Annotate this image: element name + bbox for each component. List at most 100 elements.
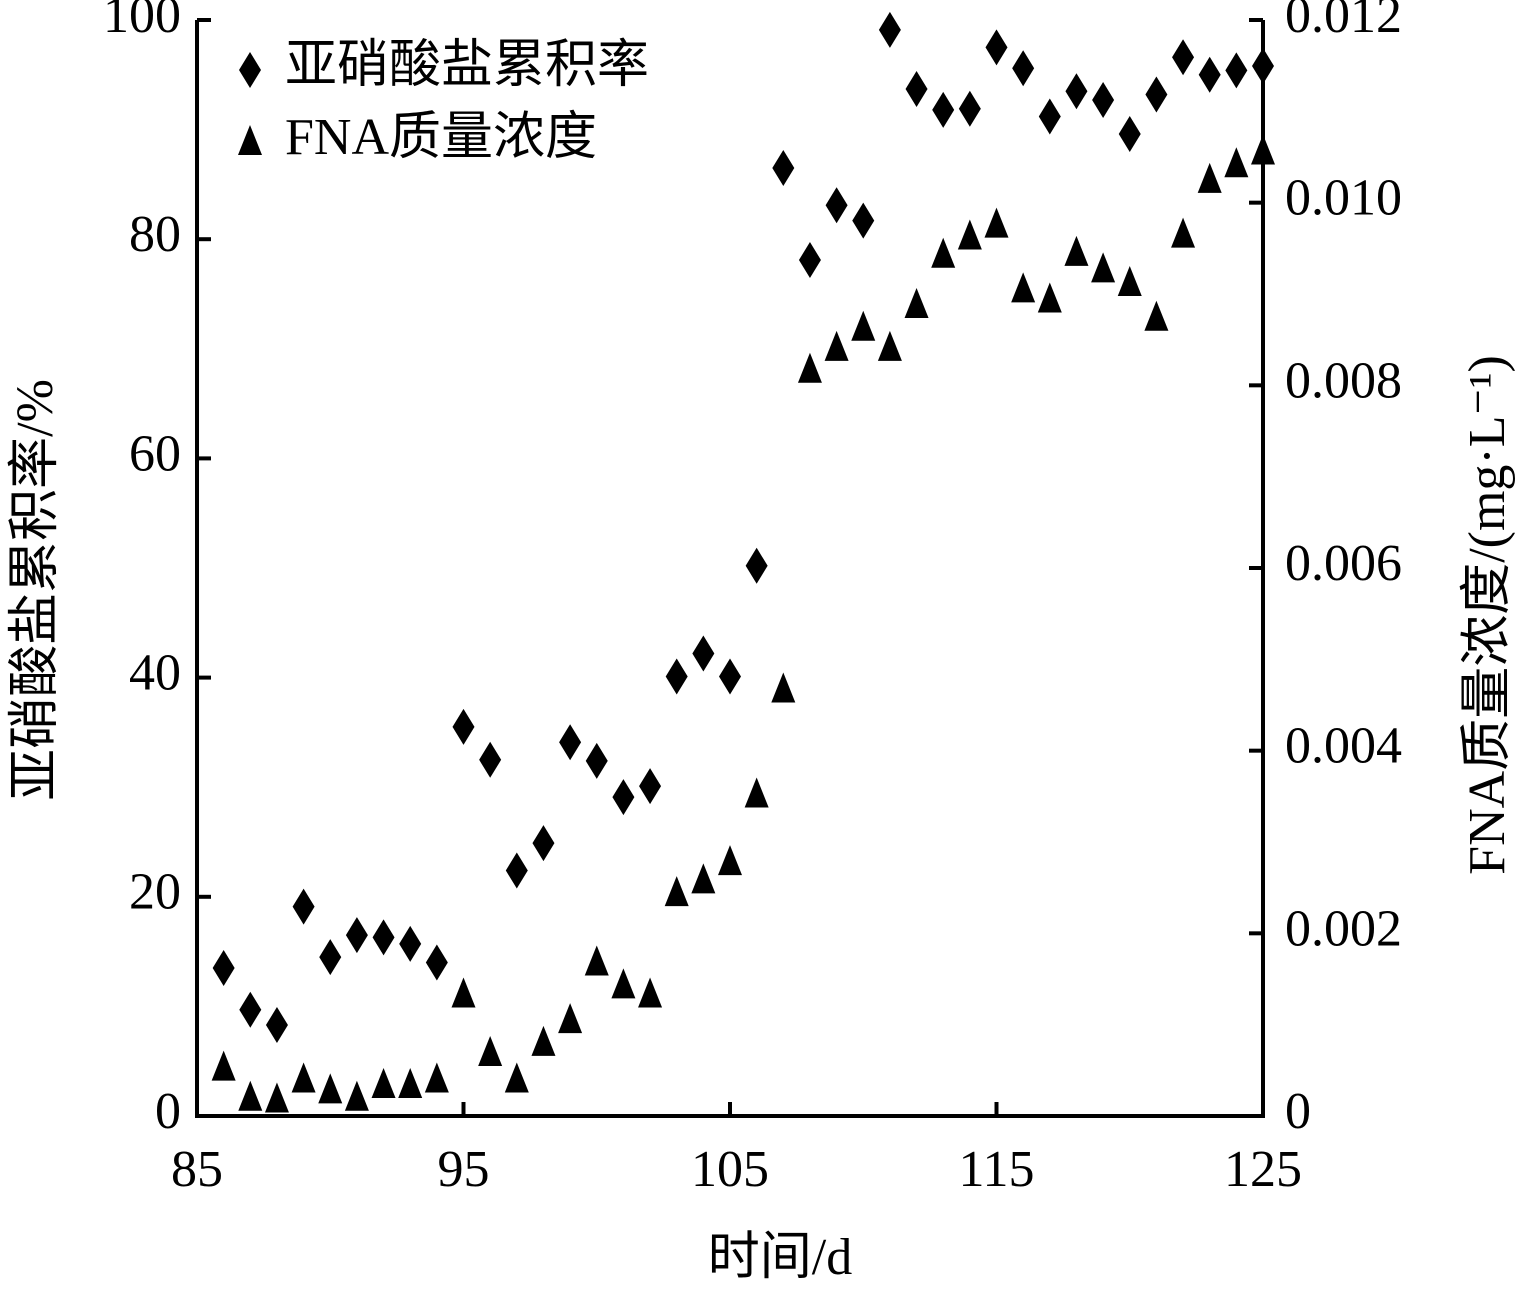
- y-tick-label: 100: [103, 0, 181, 44]
- marker: [239, 991, 262, 1028]
- marker: [505, 852, 528, 889]
- x-tick-label: 125: [1224, 1141, 1302, 1198]
- marker: [1145, 76, 1168, 113]
- marker: [425, 944, 448, 981]
- marker: [1225, 52, 1248, 89]
- y2-tick-label: 0.012: [1285, 0, 1402, 44]
- marker: [824, 330, 849, 361]
- marker: [718, 845, 742, 876]
- marker: [1198, 56, 1221, 93]
- legend-label: 亚硝酸盐累积率: [285, 37, 649, 94]
- marker: [638, 977, 663, 1008]
- marker: [504, 1062, 529, 1093]
- marker: [264, 1082, 289, 1113]
- y2-tick-label: 0.006: [1285, 535, 1402, 592]
- marker: [238, 1080, 263, 1111]
- legend-marker: [238, 125, 262, 155]
- y2-tick-label: 0: [1285, 1083, 1311, 1140]
- marker: [585, 742, 608, 779]
- marker: [719, 658, 741, 695]
- marker: [1197, 162, 1222, 193]
- marker: [745, 547, 768, 584]
- y-tick-label: 60: [129, 425, 181, 482]
- marker: [211, 1050, 236, 1081]
- marker: [344, 1080, 369, 1111]
- marker: [479, 741, 502, 778]
- marker: [798, 242, 821, 279]
- marker: [212, 950, 235, 987]
- y2-tick-label: 0.008: [1285, 352, 1402, 409]
- marker: [399, 925, 422, 962]
- marker: [1012, 50, 1035, 87]
- marker: [665, 658, 688, 695]
- marker: [318, 1073, 343, 1104]
- marker: [1224, 147, 1249, 178]
- marker: [1011, 272, 1036, 303]
- y-axis-label: 亚硝酸盐累积率/%: [7, 379, 64, 801]
- marker: [452, 708, 475, 745]
- marker: [424, 1062, 449, 1093]
- marker: [559, 724, 582, 761]
- x-tick-label: 95: [438, 1141, 490, 1198]
- x-tick-label: 115: [958, 1141, 1034, 1198]
- y2-tick-label: 0.002: [1285, 900, 1402, 957]
- y2-axis-label: FNA质量浓度/(mg·L⁻¹): [1459, 355, 1516, 875]
- marker: [612, 779, 635, 816]
- y-tick-label: 20: [129, 864, 181, 921]
- marker: [1172, 39, 1195, 76]
- marker: [451, 977, 476, 1008]
- marker: [797, 352, 822, 383]
- marker: [1091, 252, 1116, 283]
- marker: [265, 1007, 288, 1044]
- y2-tick-label: 0.010: [1285, 170, 1402, 227]
- marker: [692, 635, 715, 672]
- marker: [345, 917, 368, 954]
- marker: [1117, 266, 1142, 297]
- legend-label: FNA质量浓度: [285, 109, 597, 166]
- marker: [1118, 115, 1141, 152]
- marker: [904, 287, 929, 318]
- x-tick-label: 85: [171, 1141, 223, 1198]
- marker: [319, 939, 342, 976]
- marker: [398, 1067, 423, 1098]
- marker: [772, 149, 795, 186]
- marker: [1092, 82, 1115, 119]
- marker: [878, 11, 901, 48]
- marker: [771, 672, 796, 703]
- marker: [1038, 98, 1061, 135]
- marker: [957, 219, 982, 250]
- marker: [291, 1062, 316, 1093]
- marker: [984, 207, 1009, 238]
- marker: [932, 91, 955, 128]
- marker: [1251, 134, 1275, 165]
- marker: [1037, 282, 1062, 313]
- marker: [371, 1067, 396, 1098]
- marker: [292, 888, 315, 925]
- marker: [1065, 73, 1088, 110]
- marker: [1064, 235, 1089, 266]
- marker: [985, 29, 1008, 66]
- marker: [958, 90, 981, 127]
- marker: [1144, 300, 1169, 331]
- marker: [478, 1035, 503, 1066]
- marker: [825, 187, 848, 224]
- marker: [531, 1025, 556, 1056]
- marker: [372, 919, 395, 956]
- marker: [852, 202, 875, 239]
- legend-marker: [239, 52, 261, 88]
- marker: [1171, 217, 1196, 248]
- marker: [744, 777, 769, 808]
- marker: [558, 1003, 583, 1034]
- x-tick-label: 105: [691, 1141, 769, 1198]
- x-axis-label: 时间/d: [708, 1229, 852, 1286]
- marker: [611, 968, 636, 999]
- y-tick-label: 40: [129, 645, 181, 702]
- marker: [639, 768, 662, 805]
- marker: [1252, 48, 1274, 85]
- marker: [664, 876, 689, 907]
- marker: [851, 310, 876, 341]
- marker: [532, 825, 555, 862]
- y2-tick-label: 0.004: [1285, 718, 1402, 775]
- y-tick-label: 0: [155, 1083, 181, 1140]
